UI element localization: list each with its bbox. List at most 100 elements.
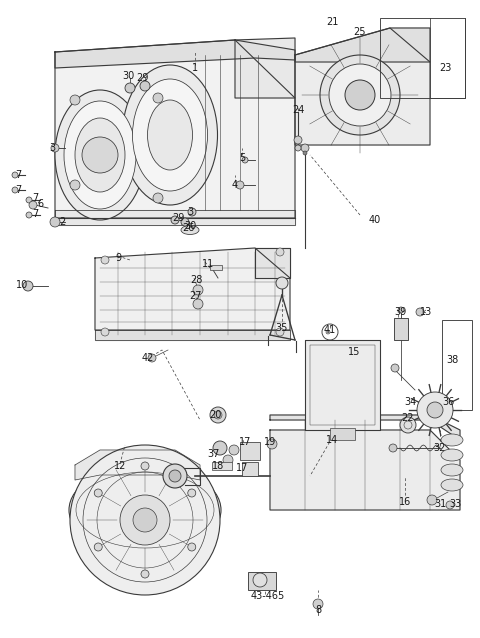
Text: 11: 11: [202, 259, 214, 269]
Ellipse shape: [329, 64, 391, 126]
Circle shape: [181, 218, 189, 226]
Ellipse shape: [320, 55, 400, 135]
Polygon shape: [55, 210, 295, 225]
Text: 21: 21: [326, 17, 338, 27]
Circle shape: [223, 455, 233, 465]
Text: 1: 1: [192, 63, 198, 73]
Polygon shape: [75, 450, 200, 480]
Circle shape: [417, 392, 453, 428]
Text: 29: 29: [172, 213, 184, 223]
Polygon shape: [55, 40, 295, 68]
Circle shape: [153, 193, 163, 203]
Circle shape: [276, 328, 284, 336]
Polygon shape: [55, 40, 295, 218]
Circle shape: [120, 495, 170, 545]
Circle shape: [193, 285, 203, 295]
Circle shape: [26, 197, 32, 203]
Text: 27: 27: [190, 291, 202, 301]
Bar: [210, 265, 222, 270]
Circle shape: [295, 145, 301, 151]
Text: 25: 25: [354, 27, 366, 37]
Text: 13: 13: [420, 307, 432, 317]
Text: 20: 20: [209, 410, 221, 420]
Text: 19: 19: [264, 437, 276, 447]
Text: 6: 6: [37, 199, 43, 209]
Circle shape: [188, 208, 196, 216]
Text: 7: 7: [32, 209, 38, 219]
Circle shape: [169, 470, 181, 482]
Polygon shape: [95, 248, 290, 330]
Circle shape: [70, 95, 80, 105]
Text: 18: 18: [212, 461, 224, 471]
Circle shape: [301, 144, 309, 152]
Circle shape: [70, 180, 80, 190]
Circle shape: [267, 439, 277, 449]
Text: 37: 37: [208, 449, 220, 459]
Text: 4: 4: [232, 180, 238, 190]
Polygon shape: [270, 430, 460, 510]
Circle shape: [12, 172, 18, 178]
Circle shape: [229, 445, 239, 455]
Text: 7: 7: [32, 193, 38, 203]
Polygon shape: [255, 248, 290, 278]
Text: 39: 39: [394, 307, 406, 317]
Text: 30: 30: [122, 71, 134, 81]
Text: 36: 36: [442, 397, 454, 407]
Circle shape: [427, 402, 443, 418]
Circle shape: [242, 157, 248, 163]
Text: 2: 2: [59, 217, 65, 227]
Circle shape: [276, 277, 288, 289]
Ellipse shape: [181, 225, 199, 235]
Circle shape: [148, 354, 156, 362]
Ellipse shape: [64, 101, 136, 209]
Circle shape: [171, 216, 179, 224]
Text: 23: 23: [439, 63, 451, 73]
Bar: [394, 318, 408, 340]
Text: 29: 29: [136, 73, 148, 83]
Polygon shape: [295, 28, 430, 62]
Circle shape: [51, 144, 59, 152]
Text: 17: 17: [239, 437, 251, 447]
Text: 22: 22: [402, 413, 414, 423]
Text: 40: 40: [369, 215, 381, 225]
Circle shape: [94, 489, 102, 497]
Text: 10: 10: [16, 280, 28, 290]
Text: 5: 5: [239, 153, 245, 163]
Bar: [380, 18, 465, 98]
Text: 24: 24: [292, 105, 304, 115]
Circle shape: [400, 417, 416, 433]
Circle shape: [389, 444, 397, 452]
Circle shape: [141, 570, 149, 578]
Ellipse shape: [122, 65, 217, 205]
Bar: [310, 345, 375, 425]
Text: 8: 8: [315, 605, 321, 615]
Circle shape: [193, 299, 203, 309]
Circle shape: [125, 83, 135, 93]
Text: 3: 3: [49, 143, 55, 153]
Text: 31: 31: [434, 499, 446, 509]
Circle shape: [153, 93, 163, 103]
Ellipse shape: [69, 465, 221, 555]
Text: 16: 16: [399, 497, 411, 507]
Text: 7: 7: [15, 170, 21, 180]
Bar: [212, 462, 232, 470]
Circle shape: [276, 248, 284, 256]
Circle shape: [446, 501, 454, 509]
Bar: [248, 572, 276, 590]
Text: 32: 32: [434, 443, 446, 453]
Circle shape: [23, 281, 33, 291]
Ellipse shape: [55, 90, 145, 220]
Circle shape: [213, 441, 227, 455]
Circle shape: [101, 328, 109, 336]
Polygon shape: [270, 415, 460, 440]
Polygon shape: [95, 330, 290, 340]
Bar: [240, 442, 260, 460]
Circle shape: [140, 81, 150, 91]
Ellipse shape: [75, 118, 125, 192]
Ellipse shape: [441, 434, 463, 446]
Text: 15: 15: [348, 347, 360, 357]
Text: 38: 38: [446, 355, 458, 365]
Text: 33: 33: [449, 499, 461, 509]
Bar: [242, 462, 258, 476]
Text: 35: 35: [276, 323, 288, 333]
